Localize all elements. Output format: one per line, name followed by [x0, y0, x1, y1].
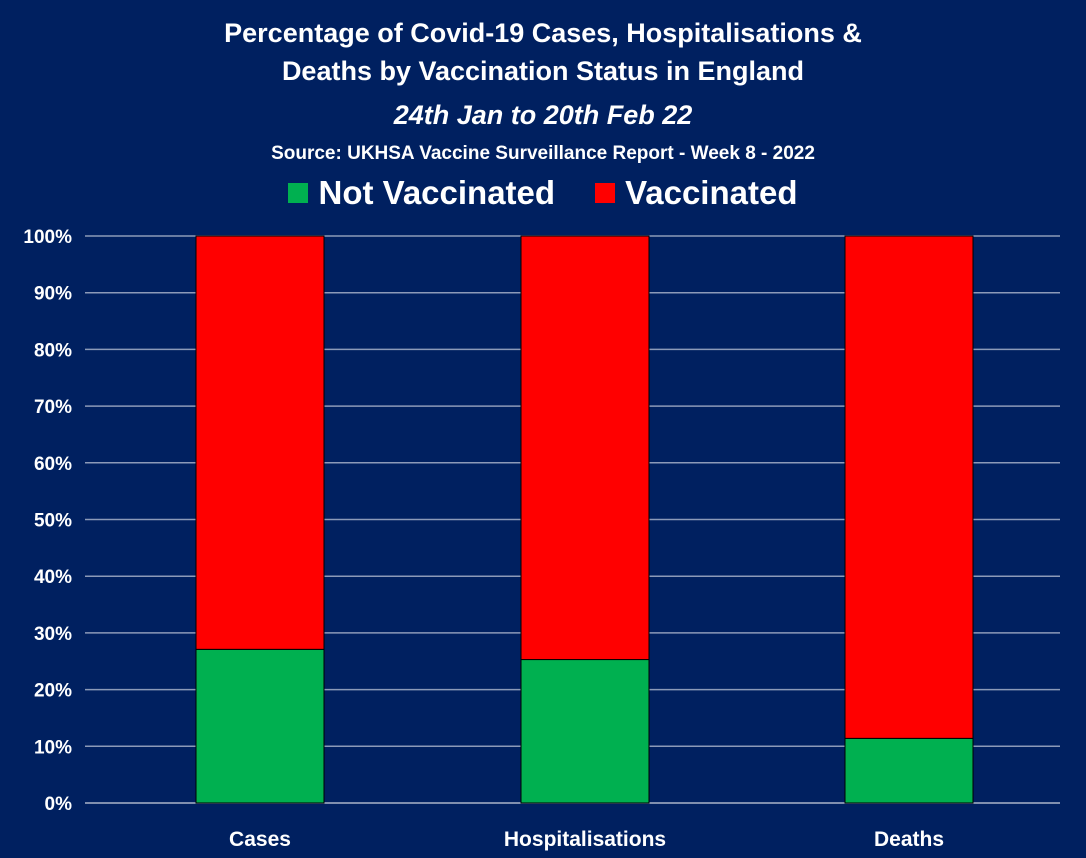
bar-deaths-vaccinated: [844, 235, 974, 739]
y-tick-label: 0%: [45, 794, 73, 815]
y-tick-label: 90%: [34, 284, 72, 305]
bar-deaths-not-vaccinated: [844, 737, 974, 804]
x-category-label: Cases: [229, 828, 291, 851]
legend-item-not-vaccinated: Not Vaccinated: [288, 174, 555, 212]
x-category-label: Hospitalisations: [504, 828, 666, 851]
y-tick-label: 100%: [23, 227, 72, 248]
legend-label: Vaccinated: [625, 174, 798, 211]
chart-subtitle: 24th Jan to 20th Feb 22: [393, 100, 693, 130]
chart-title-line2: Deaths by Vaccination Status in England: [281, 56, 805, 86]
legend-swatch-red: [595, 183, 616, 203]
chart-source: Source: UKHSA Vaccine Surveillance Repor…: [271, 143, 815, 164]
y-tick-label: 10%: [34, 737, 72, 758]
bar-hospitalisations-not-vaccinated: [520, 659, 650, 804]
legend: Not Vaccinated Vaccinated: [0, 174, 1086, 212]
bar-cases-vaccinated: [195, 235, 325, 650]
legend-swatch-green: [288, 183, 309, 203]
chart-title-line1: Percentage of Covid-19 Cases, Hospitalis…: [224, 18, 862, 48]
y-tick-label: 70%: [34, 397, 72, 418]
bar-cases-not-vaccinated: [195, 648, 325, 804]
y-tick-label: 80%: [34, 340, 72, 361]
legend-item-vaccinated: Vaccinated: [595, 174, 798, 212]
x-category-label: Deaths: [874, 828, 944, 851]
bar-hospitalisations-vaccinated: [520, 235, 650, 661]
y-tick-label: 60%: [34, 454, 72, 475]
y-tick-label: 20%: [34, 681, 72, 702]
legend-label: Not Vaccinated: [318, 174, 556, 211]
y-tick-label: 30%: [34, 624, 72, 645]
y-tick-label: 50%: [34, 511, 72, 532]
y-tick-label: 40%: [34, 567, 72, 588]
